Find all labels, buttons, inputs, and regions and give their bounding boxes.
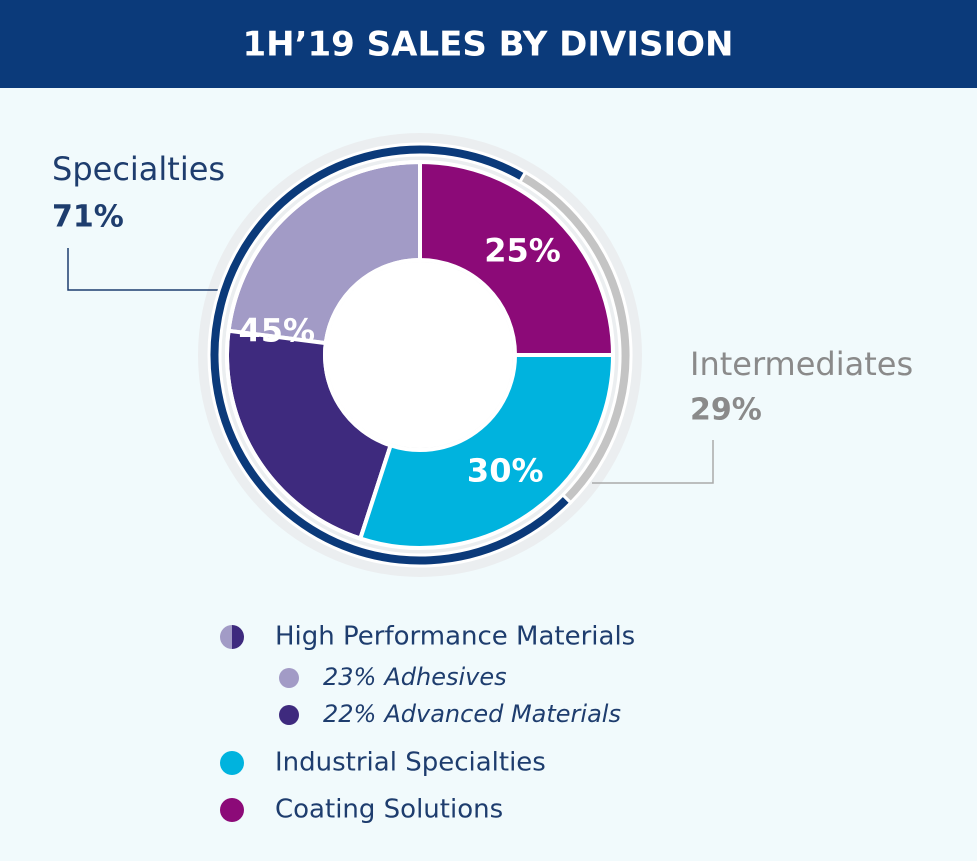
chart-title: 1H’19 SALES BY DIVISION — [242, 25, 733, 65]
outer-label-name: Specialties — [52, 150, 225, 188]
leader-line — [592, 440, 714, 484]
legend-icon — [220, 751, 244, 775]
legend-sublabel: 23% Adhesives — [323, 663, 507, 691]
data-label: 25% — [484, 231, 561, 269]
legend-sublabel: 22% Advanced Materials — [323, 700, 621, 728]
legend-label: Coating Solutions — [275, 795, 503, 825]
legend-sublabel-name: Advanced Materials — [382, 700, 621, 728]
data-label: 30% — [467, 451, 544, 489]
legend-sublabel-value: 22% — [323, 700, 376, 728]
donut-segment — [357, 353, 616, 550]
data-label: 45% — [238, 311, 315, 349]
leader-line — [67, 248, 222, 291]
donut-segment — [418, 159, 616, 357]
outer-segment — [517, 170, 633, 505]
legend-icon — [232, 625, 244, 649]
outer-label-value: 29% — [690, 393, 762, 428]
legend-label: High Performance Materials — [275, 622, 635, 652]
legend-sublabel-name: Adhesives — [382, 663, 506, 691]
legend-icon — [220, 798, 244, 822]
outer-label-value: 71% — [52, 200, 124, 235]
donut-hole — [327, 262, 513, 448]
donut: 45% 30% 25% — [207, 142, 633, 568]
header-band — [0, 0, 977, 88]
legend-icon — [279, 705, 299, 725]
legend-sublabel-value: 23% — [323, 663, 376, 691]
legend-label: Industrial Specialties — [275, 748, 546, 778]
outer-label-name: Intermediates — [690, 345, 913, 383]
legend-icon — [220, 625, 232, 649]
legend-icon — [279, 668, 299, 688]
division-group — [225, 159, 422, 542]
